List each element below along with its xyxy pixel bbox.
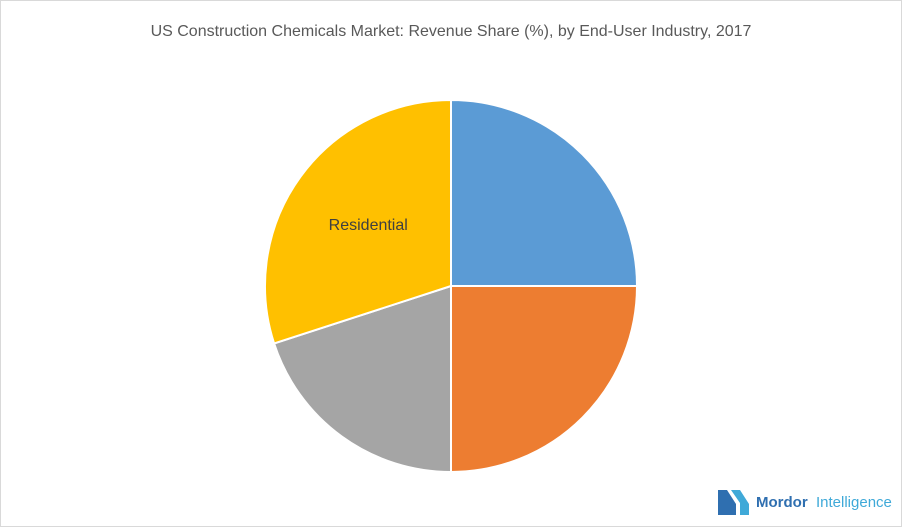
logo-mark	[718, 490, 736, 515]
pie-slice	[450, 98, 639, 287]
pie-slice	[450, 285, 639, 474]
pie-slice	[264, 98, 452, 345]
logo-brand: Mordor	[756, 494, 808, 511]
chart-title: US Construction Chemicals Market: Revenu…	[151, 23, 752, 40]
pie-slice	[272, 284, 452, 474]
slice-label: Residential	[329, 217, 408, 234]
logo-mark	[731, 490, 749, 515]
logo-suffix: Intelligence	[816, 494, 892, 511]
logo: Mordor Intelligence	[718, 490, 892, 515]
